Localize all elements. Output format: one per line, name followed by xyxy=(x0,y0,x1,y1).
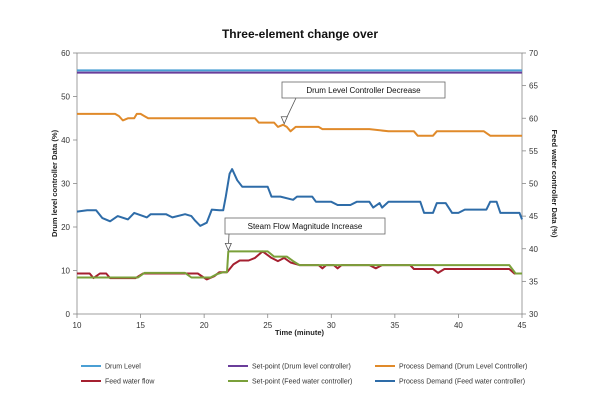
right-axis-tick-label: 55 xyxy=(529,147,538,156)
legend-entry: Feed water flow xyxy=(105,379,155,386)
legend-entry: Set-point (Drum level controller) xyxy=(252,364,351,371)
right-axis-tick-label: 30 xyxy=(529,310,538,319)
right-axis-tick-label: 40 xyxy=(529,245,538,254)
legend-entry: Drum Level xyxy=(105,364,141,371)
right-axis-tick-label: 50 xyxy=(529,180,538,189)
right-axis-tick-label: 35 xyxy=(529,277,538,286)
annotation-label: Drum Level Controller Decrease xyxy=(306,86,421,95)
x-axis-tick-label: 15 xyxy=(136,321,145,330)
x-axis-label: Time (minute) xyxy=(275,328,325,337)
chart-title: Three-element change over xyxy=(222,27,378,41)
left-axis-tick-label: 40 xyxy=(61,136,70,145)
legend-entry: Process Demand (Feed water controller) xyxy=(399,379,525,386)
x-axis-tick-label: 10 xyxy=(73,321,82,330)
right-axis-tick-label: 60 xyxy=(529,114,538,123)
x-axis-tick-label: 30 xyxy=(327,321,336,330)
legend-entry: Set-point (Feed water controller) xyxy=(252,379,352,386)
annotation-label: Steam Flow Magnitude Increase xyxy=(248,222,363,231)
x-axis-tick-label: 40 xyxy=(454,321,463,330)
series-line-process-demand-drum-level-controller xyxy=(77,112,522,137)
series-line-set-point-feed-water-controller xyxy=(77,250,522,279)
annotation-box xyxy=(281,81,446,99)
right-axis-label: Feed water controller Data (%) xyxy=(550,130,559,238)
legend-entry: Process Demand (Drum Level Controller) xyxy=(399,364,527,371)
series-line-process-demand-feed-water-controller xyxy=(76,168,523,227)
right-axis-tick-label: 45 xyxy=(529,212,538,221)
annotation-arrow-head xyxy=(224,242,232,252)
x-axis-tick-label: 45 xyxy=(518,321,527,330)
x-axis-tick-label: 35 xyxy=(390,321,399,330)
left-axis-tick-label: 30 xyxy=(61,180,70,189)
right-axis-tick-label: 70 xyxy=(529,49,538,58)
x-axis-tick-label: 20 xyxy=(200,321,209,330)
right-axis-tick-label: 65 xyxy=(529,82,538,91)
x-axis-tick-label: 25 xyxy=(263,321,272,330)
left-axis-tick-label: 50 xyxy=(61,93,70,102)
annotation-box xyxy=(224,217,386,235)
left-axis-tick-label: 20 xyxy=(61,223,70,232)
left-axis-tick-label: 0 xyxy=(66,310,71,319)
left-axis-tick-label: 60 xyxy=(61,49,70,58)
left-axis-tick-label: 10 xyxy=(61,267,70,276)
left-axis-label: Drum level controller Data (%) xyxy=(50,129,59,237)
annotation-arrow-head xyxy=(280,116,288,125)
